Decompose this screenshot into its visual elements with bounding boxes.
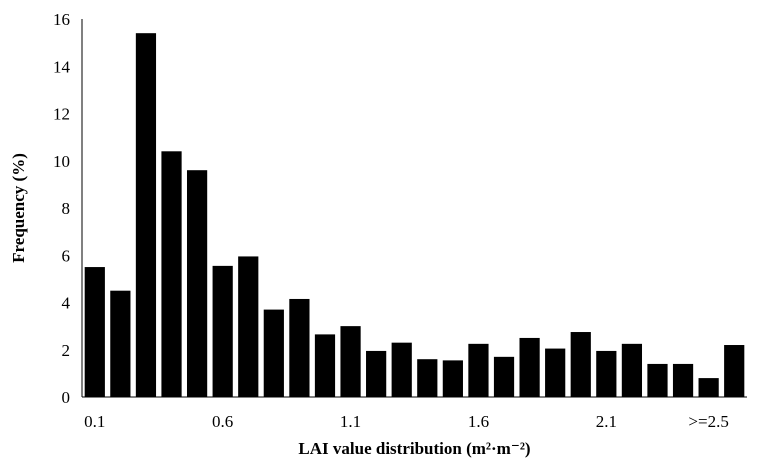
x-tick-labels: 0.1 0.6 1.1 1.6 2.1 >=2.5	[84, 412, 729, 431]
bar	[135, 33, 157, 398]
y-tick-label: 16	[53, 10, 70, 29]
x-tick-label: 1.6	[468, 412, 489, 431]
bar	[545, 348, 566, 397]
bar	[366, 350, 387, 397]
bar	[596, 350, 617, 397]
bar	[212, 265, 233, 397]
x-tick-label: 0.1	[84, 412, 105, 431]
x-tick-label: 0.6	[212, 412, 233, 431]
y-tick-label: 8	[62, 199, 71, 218]
bars-group	[84, 33, 745, 398]
bar	[468, 343, 489, 397]
y-axis-title: Frequency (%)	[9, 153, 28, 263]
bar	[340, 326, 361, 398]
bar	[110, 290, 131, 397]
bar	[672, 363, 694, 397]
y-tick-labels: 0 2 4 6 8 10 12 14 16	[53, 10, 71, 407]
y-tick-label: 0	[62, 388, 71, 407]
bar	[238, 256, 259, 397]
x-tick-label: 2.1	[596, 412, 617, 431]
bar	[263, 309, 284, 397]
bar	[442, 360, 463, 397]
y-tick-label: 2	[62, 341, 71, 360]
bar	[84, 267, 105, 397]
y-tick-label: 10	[53, 152, 70, 171]
bar	[519, 337, 540, 397]
bar	[314, 334, 336, 397]
x-tick-label: >=2.5	[688, 412, 728, 431]
bar	[621, 343, 643, 397]
bar	[493, 356, 515, 397]
bar	[698, 378, 719, 397]
y-tick-label: 14	[53, 57, 71, 76]
bar	[161, 151, 182, 397]
bar	[647, 363, 668, 397]
bar	[186, 170, 208, 397]
bar	[724, 345, 745, 397]
bar	[289, 298, 310, 397]
y-tick-label: 12	[53, 105, 70, 124]
bar	[417, 359, 438, 397]
bar	[570, 332, 591, 397]
y-tick-label: 6	[62, 246, 71, 265]
bar	[391, 342, 412, 397]
x-tick-label: 1.1	[340, 412, 361, 431]
x-axis-title: LAI value distribution (m²·m⁻²)	[298, 439, 530, 458]
y-tick-label: 4	[62, 294, 71, 313]
